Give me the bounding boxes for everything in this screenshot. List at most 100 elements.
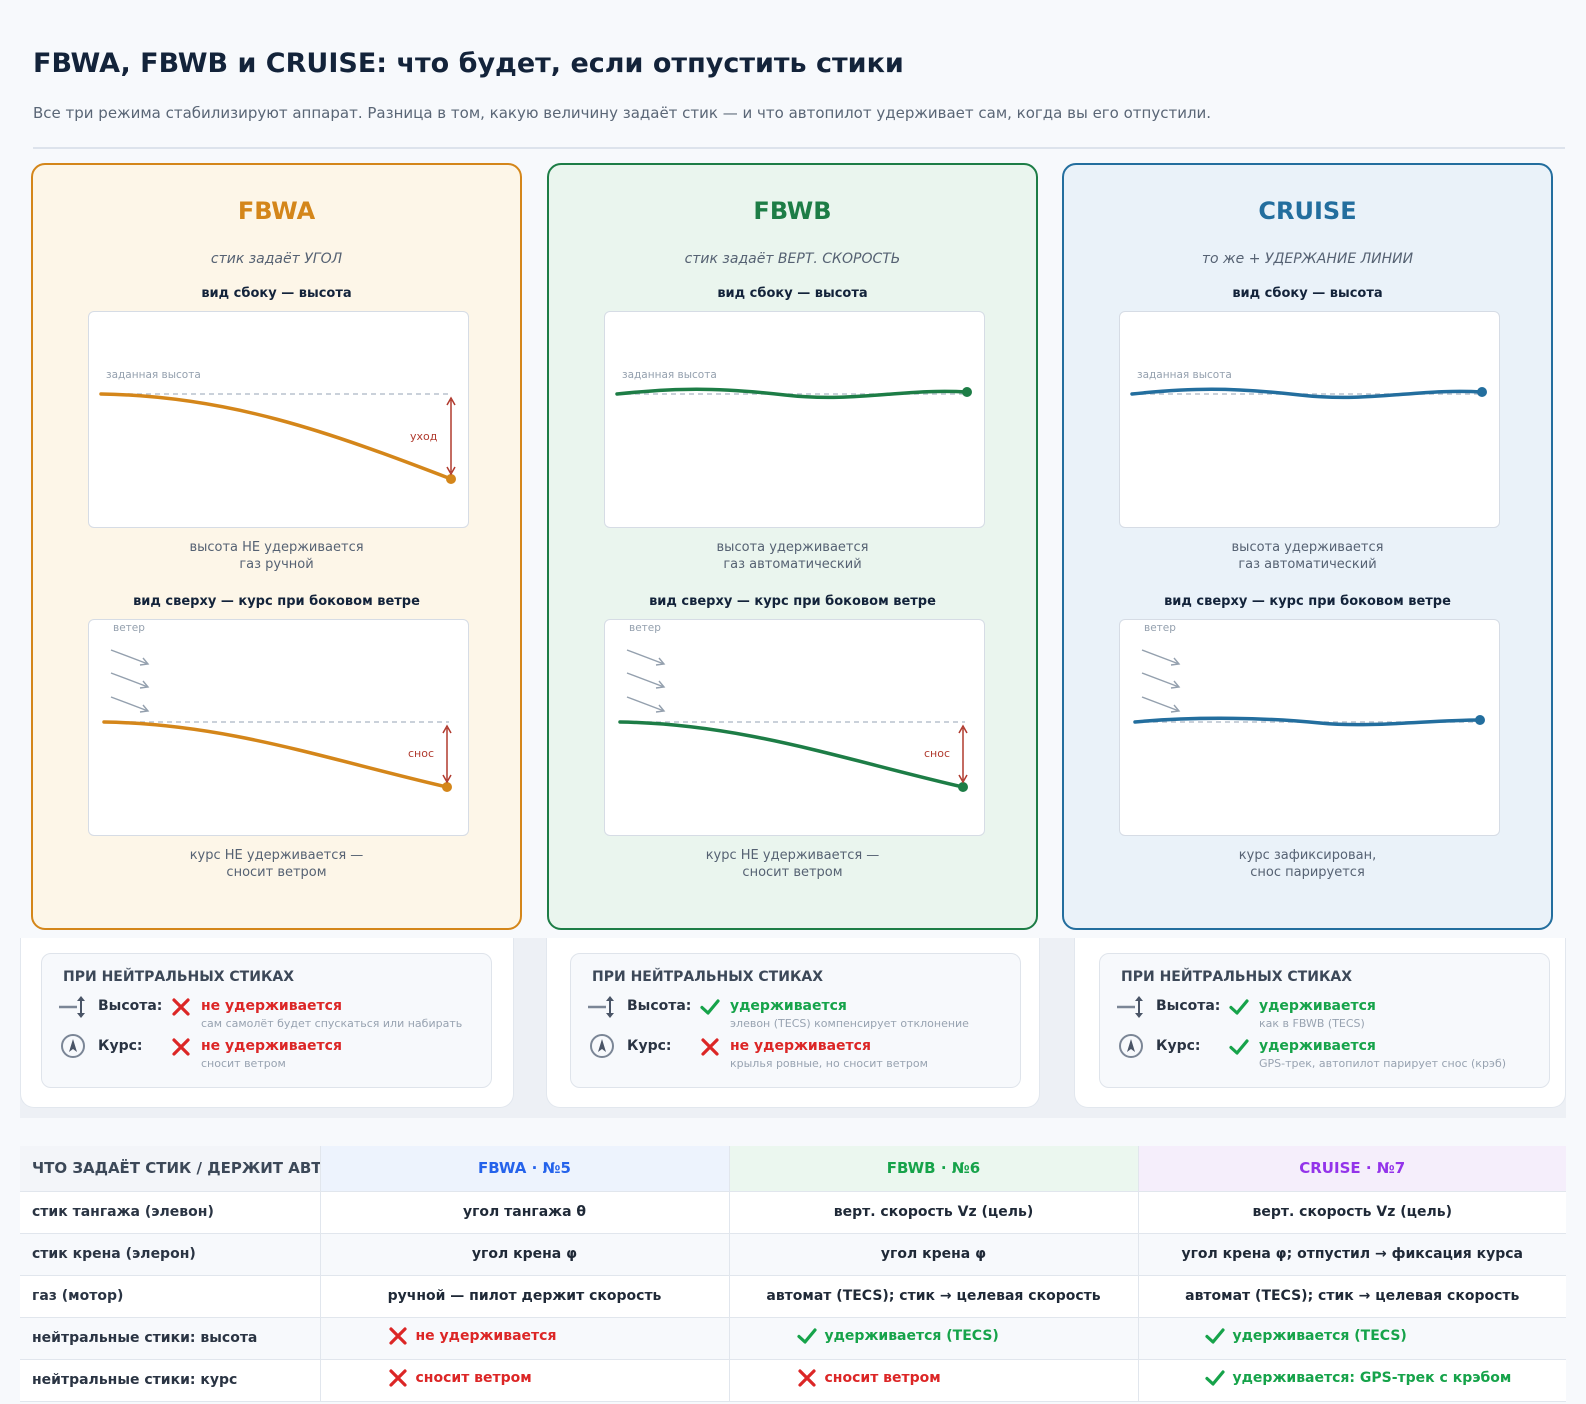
side-view-graph: заданная высота xyxy=(615,369,972,400)
target-altitude-label: заданная высота xyxy=(1137,369,1232,381)
side-view-heading: вид сбоку — высота xyxy=(717,286,868,301)
table-row: стик тангажа (элевон) угол тангажа θ верт.… xyxy=(20,1191,1566,1234)
top-view-caption: курс НЕ удерживается — сносит ветром xyxy=(549,847,1036,881)
wind-label: ветер xyxy=(113,622,145,634)
altitude-label: Высота: xyxy=(1156,998,1221,1014)
aircraft-dot xyxy=(442,782,452,792)
table-header-fbwb: FBWB · №6 xyxy=(729,1146,1139,1192)
wind-label: ветер xyxy=(629,622,661,634)
wind-arrows-icon xyxy=(1141,649,1181,713)
neutral-sticks-heading: ПРИ НЕЙТРАЛЬНЫХ СТИКАХ xyxy=(1121,969,1353,985)
altitude-status: удерживается xyxy=(1259,998,1376,1014)
mode-title: FBWB xyxy=(753,197,832,225)
top-view-graph: ветер снос xyxy=(618,622,968,792)
altitude-status: не удерживается xyxy=(201,998,342,1014)
table-row-label: нейтральные стики: высота xyxy=(20,1317,321,1360)
side-caption-line: высота НЕ удерживается xyxy=(189,540,364,555)
target-altitude-label: заданная высота xyxy=(106,369,201,381)
table-row: нейтральные стики: курс сносит ветром сн… xyxy=(20,1359,1566,1402)
course-note: сносит ветром xyxy=(201,1057,286,1070)
table-cell-status: не удерживается xyxy=(415,1328,557,1344)
altitude-label: Высота: xyxy=(627,998,692,1014)
check-icon xyxy=(796,1326,817,1346)
top-view-graph: ветер xyxy=(1133,622,1485,727)
course-status: не удерживается xyxy=(201,1038,342,1054)
course-label: Курс: xyxy=(98,1038,143,1054)
table-cell: автомат (TECS); стик → целевая скорость xyxy=(1138,1275,1566,1318)
top-view-panel: ветер снос xyxy=(88,619,469,836)
aircraft-dot xyxy=(958,782,968,792)
side-caption-line: высота удерживается xyxy=(716,540,869,555)
cross-icon xyxy=(388,1326,408,1346)
side-caption-line: высота удерживается xyxy=(1231,540,1384,555)
table-cell: сносит ветром xyxy=(320,1359,730,1402)
wind-arrows-icon xyxy=(110,649,150,713)
neutral-sticks-heading: ПРИ НЕЙТРАЛЬНЫХ СТИКАХ xyxy=(63,969,295,985)
top-view-heading: вид сверху — курс при боковом ветре xyxy=(1164,594,1451,609)
mode-title: FBWA xyxy=(237,197,316,225)
mode-card-fbwb: FBWB стик задаёт ВЕРТ. СКОРОСТЬ вид сбок… xyxy=(547,163,1038,930)
table-row-label: стик крена (элерон) xyxy=(20,1233,321,1276)
mode-title: CRUISE xyxy=(1258,197,1357,225)
compass-icon xyxy=(61,1034,85,1058)
target-altitude-label: заданная высота xyxy=(622,369,717,381)
top-caption-line: курс НЕ удерживается — xyxy=(189,848,364,863)
compass-icon xyxy=(1119,1034,1143,1058)
mode-card-fbwa: FBWA стик задаёт УГОЛ вид сбоку — высота… xyxy=(31,163,522,930)
mode-card-cruise: CRUISE то же + УДЕРЖАНИЕ ЛИНИИ вид сбоку… xyxy=(1062,163,1553,930)
wind-label: ветер xyxy=(1144,622,1176,634)
table-cell: автомат (TECS); стик → целевая скорость xyxy=(729,1275,1139,1318)
page-title: FBWA, FBWB и CRUISE: что будет, если отп… xyxy=(33,48,904,79)
neutral-sticks-heading: ПРИ НЕЙТРАЛЬНЫХ СТИКАХ xyxy=(592,969,824,985)
cross-icon xyxy=(171,997,191,1017)
altitude-note: элевон (TECS) компенсирует отклонение xyxy=(730,1017,969,1030)
top-caption-line: снос парируется xyxy=(1250,865,1365,880)
altitude-note: сам самолёт будет спускаться или набират… xyxy=(201,1017,463,1030)
table-cell-status: сносит ветром xyxy=(415,1370,532,1386)
cross-icon xyxy=(388,1368,408,1388)
course-note: GPS-трек, автопилот парирует снос (крэб) xyxy=(1259,1057,1507,1070)
side-view-caption: высота удерживается газ автоматический xyxy=(1064,539,1551,573)
table-cell: не удерживается xyxy=(320,1317,730,1360)
top-view-heading: вид сверху — курс при боковом ветре xyxy=(133,594,420,609)
table-header-label: ЧТО ЗАДАЁТ СТИК / ДЕРЖИТ АВТОПИЛОТ xyxy=(20,1146,321,1192)
altitude-icon xyxy=(59,996,85,1018)
mode-tagline: то же + УДЕРЖАНИЕ ЛИНИИ xyxy=(1201,251,1414,267)
check-icon xyxy=(1204,1368,1225,1388)
table-cell-status: удерживается (TECS) xyxy=(1232,1328,1407,1344)
top-caption-line: сносит ветром xyxy=(226,865,327,880)
table-cell: угол крена φ; отпустил → фиксация курса xyxy=(1138,1233,1566,1276)
top-view-panel: ветер снос xyxy=(604,619,985,836)
aircraft-dot xyxy=(962,387,972,397)
table-row: нейтральные стики: высота не удерживаетс… xyxy=(20,1317,1566,1360)
check-icon xyxy=(700,997,720,1017)
side-caption-line: газ автоматический xyxy=(723,557,862,572)
course-status: не удерживается xyxy=(730,1038,871,1054)
table-cell: угол тангажа θ xyxy=(320,1191,730,1234)
table-cell: угол крена φ xyxy=(729,1233,1139,1276)
table-cell: удерживается (TECS) xyxy=(1138,1317,1566,1360)
aircraft-dot xyxy=(446,474,456,484)
table-row-label: нейтральные стики: курс xyxy=(20,1359,321,1402)
altitude-status: удерживается xyxy=(730,998,847,1014)
altitude-icon xyxy=(1117,996,1143,1018)
side-view-graph: заданная высота xyxy=(1130,369,1487,400)
neutral-sticks-box: ПРИ НЕЙТРАЛЬНЫХ СТИКАХ Высота: не удержи… xyxy=(41,953,492,1088)
table-header-fbwa: FBWA · №5 xyxy=(320,1146,730,1192)
table-cell: верт. скорость Vz (цель) xyxy=(1138,1191,1566,1234)
side-view-caption: высота НЕ удерживается газ ручной xyxy=(33,539,520,573)
table-cell: удерживается: GPS-трек с крэбом xyxy=(1138,1359,1566,1402)
table-cell-status: удерживается (TECS) xyxy=(824,1328,999,1344)
drift-label: снос xyxy=(924,747,950,760)
altitude-icon xyxy=(588,996,614,1018)
aircraft-dot xyxy=(1475,715,1485,725)
side-view-graph: заданная высота уход xyxy=(99,369,456,484)
neutral-sticks-box: ПРИ НЕЙТРАЛЬНЫХ СТИКАХ Высота: удерживае… xyxy=(570,953,1021,1088)
aircraft-dot xyxy=(1477,387,1487,397)
course-path xyxy=(102,720,449,789)
course-path xyxy=(618,720,965,789)
side-view-caption: высота удерживается газ автоматический xyxy=(549,539,1036,573)
top-view-heading: вид сверху — курс при боковом ветре xyxy=(649,594,936,609)
course-note: крылья ровные, но сносит ветром xyxy=(730,1057,928,1070)
cross-icon xyxy=(171,1037,191,1057)
